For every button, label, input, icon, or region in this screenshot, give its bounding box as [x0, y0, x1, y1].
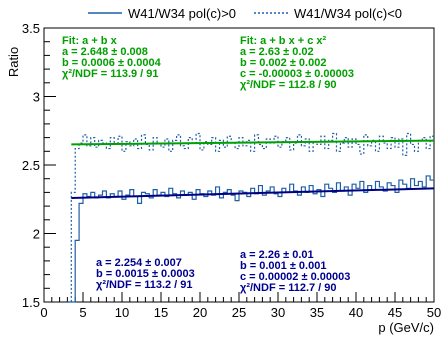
x-tick-label: 15 [154, 305, 168, 320]
x-tick-label: 10 [115, 305, 129, 320]
annotation-upper-left: Fit: a + b x a = 2.648 ± 0.008 b = 0.000… [62, 35, 162, 80]
annotation-line: a = 2.648 ± 0.008 [62, 46, 148, 58]
x-tick-label: 25 [232, 305, 246, 320]
annotation-line: c = -0.00003 ± 0.00003 [240, 68, 354, 80]
annotation-line: a = 2.26 ± 0.01 [240, 249, 314, 261]
annotation-line: b = 0.0015 ± 0.0003 [96, 268, 195, 280]
annotation-line: c = 0.00002 ± 0.00003 [240, 271, 350, 283]
axis-ticks [43, 27, 435, 303]
x-tick-label: 0 [40, 305, 47, 320]
annotation-line: χ²/NDF = 113.9 / 91 [62, 68, 159, 80]
annotation-lower-right: a = 2.26 ± 0.01 b = 0.001 ± 0.001 c = 0.… [240, 249, 350, 294]
annotation-line: b = 0.001 ± 0.001 [240, 260, 326, 272]
annotation-line: χ²/NDF = 112.7 / 90 [240, 282, 337, 294]
annotation-line: b = 0.002 ± 0.002 [240, 57, 326, 69]
series-neg-histogram [67, 132, 434, 303]
legend-entry-pos: W41/W34 pol(c)>0 [128, 6, 236, 21]
fit-layer [71, 139, 435, 199]
x-tick-label: 20 [193, 305, 207, 320]
annotation-lower-left: a = 2.254 ± 0.007 b = 0.0015 ± 0.0003 χ²… [96, 257, 195, 291]
legend: W41/W34 pol(c)>0 W41/W34 pol(c)<0 [88, 6, 402, 21]
annotation-line: Fit: a + b x [62, 35, 118, 47]
annotation-line: χ²/NDF = 112.8 / 90 [240, 79, 337, 91]
x-tick-label: 45 [388, 305, 402, 320]
annotation-line: a = 2.254 ± 0.007 [96, 257, 182, 269]
y-tick-label: 2 [33, 227, 40, 242]
x-axis-title: p (GeV/c) [378, 320, 434, 335]
annotation-line: χ²/NDF = 113.2 / 91 [96, 279, 193, 291]
legend-entry-neg: W41/W34 pol(c)<0 [294, 6, 402, 21]
annotation-upper-right: Fit: a + b x + c x² a = 2.63 ± 0.02 b = … [240, 35, 354, 91]
annotation-line: a = 2.63 ± 0.02 [240, 46, 314, 58]
y-tick-label: 2.5 [22, 158, 40, 173]
fit-lower-line [71, 187, 435, 199]
y-axis-title: Ratio [6, 47, 21, 77]
y-tick-label: 1.5 [22, 295, 40, 310]
annotation-line: b = 0.0006 ± 0.0004 [62, 57, 162, 69]
x-tick-label: 30 [271, 305, 285, 320]
x-tick-label: 5 [79, 305, 86, 320]
annotation-line: Fit: a + b x + c x² [240, 35, 327, 47]
fit-upper-line [71, 139, 435, 146]
y-tick-label: 3.5 [22, 21, 40, 36]
x-tick-label: 50 [427, 305, 441, 320]
y-tick-label: 3 [33, 90, 40, 105]
axis-tick-labels: 0 5 10 15 20 25 30 35 40 45 50 1.5 2 2.5 3 3.5 [22, 21, 441, 320]
x-tick-label: 40 [349, 305, 363, 320]
x-tick-label: 35 [310, 305, 324, 320]
